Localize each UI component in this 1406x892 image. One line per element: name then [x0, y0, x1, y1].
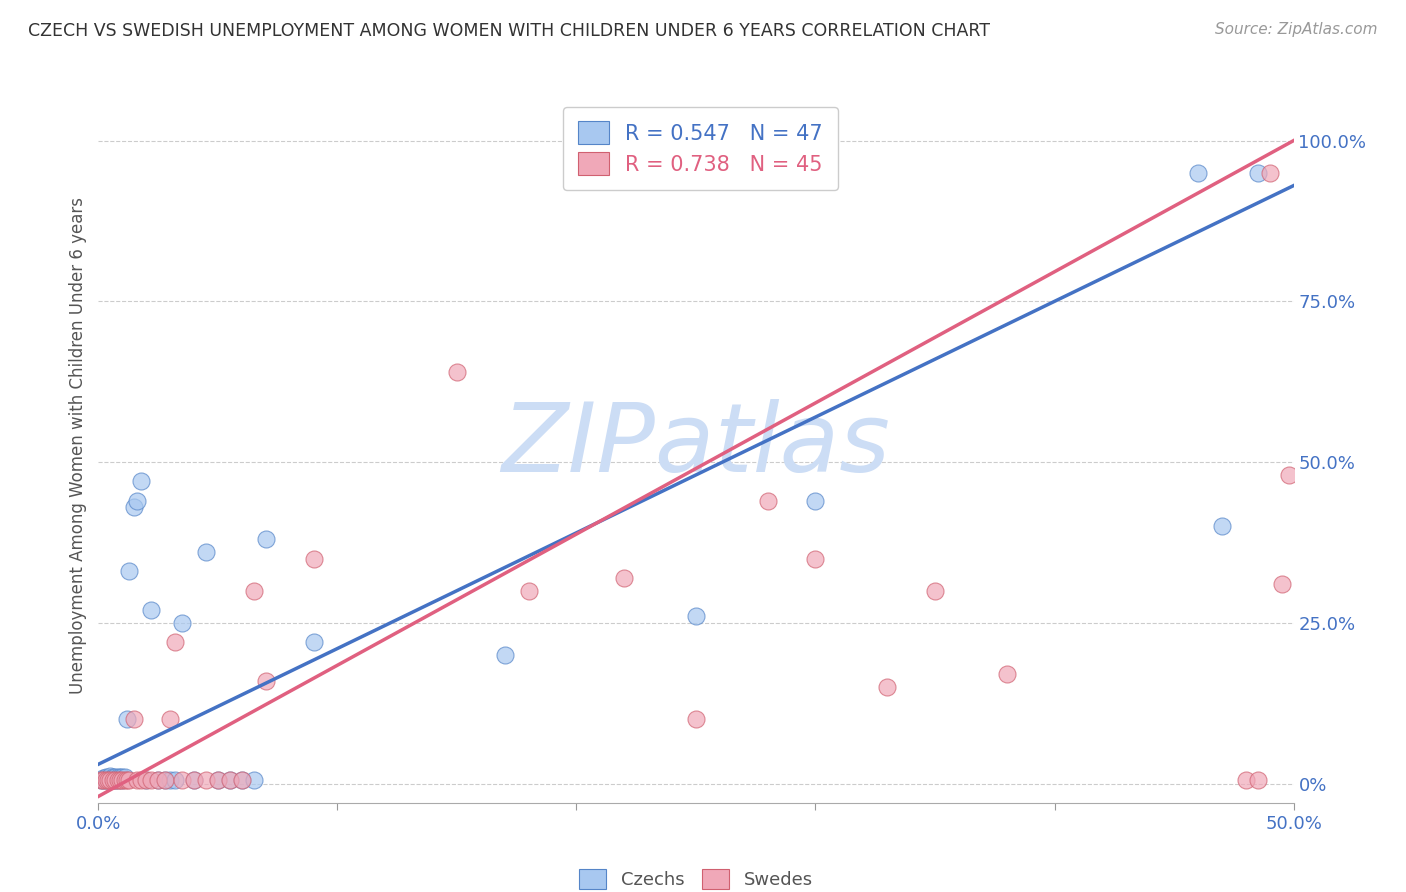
Point	[97, 773, 120, 788]
Point	[876, 680, 898, 694]
Point	[139, 773, 162, 788]
Point	[254, 673, 277, 688]
Point	[302, 551, 325, 566]
Point	[924, 583, 946, 598]
Point	[94, 772, 117, 786]
Point	[90, 773, 112, 788]
Point	[94, 770, 117, 784]
Point	[115, 773, 138, 788]
Point	[219, 773, 242, 788]
Point	[135, 773, 157, 788]
Text: CZECH VS SWEDISH UNEMPLOYMENT AMONG WOMEN WITH CHILDREN UNDER 6 YEARS CORRELATIO: CZECH VS SWEDISH UNEMPLOYMENT AMONG WOME…	[28, 22, 990, 40]
Point	[219, 773, 242, 788]
Point	[207, 773, 229, 788]
Point	[124, 712, 146, 726]
Point	[98, 773, 122, 788]
Point	[243, 583, 266, 598]
Point	[94, 773, 117, 788]
Point	[159, 712, 181, 726]
Point	[494, 648, 516, 662]
Point	[124, 500, 146, 514]
Point	[159, 773, 181, 788]
Point	[1247, 773, 1270, 788]
Text: Source: ZipAtlas.com: Source: ZipAtlas.com	[1215, 22, 1378, 37]
Point	[115, 712, 138, 726]
Point	[148, 773, 170, 788]
Point	[118, 773, 141, 788]
Point	[111, 773, 134, 788]
Point	[91, 773, 114, 788]
Point	[104, 773, 127, 788]
Point	[995, 667, 1018, 681]
Point	[231, 773, 253, 788]
Point	[104, 770, 127, 784]
Point	[97, 773, 120, 788]
Point	[104, 773, 127, 788]
Point	[107, 773, 129, 788]
Point	[172, 773, 194, 788]
Point	[94, 773, 117, 788]
Point	[1247, 166, 1270, 180]
Point	[111, 773, 134, 788]
Point	[98, 773, 122, 788]
Point	[114, 770, 136, 784]
Point	[183, 773, 205, 788]
Point	[101, 770, 124, 784]
Point	[155, 773, 177, 788]
Point	[207, 773, 229, 788]
Point	[155, 773, 177, 788]
Point	[685, 712, 707, 726]
Point	[183, 773, 205, 788]
Point	[517, 583, 540, 598]
Point	[302, 635, 325, 649]
Point	[118, 565, 141, 579]
Point	[1211, 519, 1233, 533]
Point	[1278, 467, 1301, 482]
Point	[107, 773, 129, 788]
Point	[91, 772, 114, 786]
Point	[613, 571, 636, 585]
Point	[101, 773, 124, 788]
Point	[125, 773, 148, 788]
Point	[91, 773, 114, 788]
Point	[90, 773, 112, 788]
Point	[148, 773, 170, 788]
Text: ZIPatlas: ZIPatlas	[502, 400, 890, 492]
Point	[1258, 166, 1281, 180]
Point	[131, 773, 153, 788]
Point	[131, 475, 153, 489]
Point	[163, 773, 186, 788]
Point	[231, 773, 253, 788]
Point	[114, 773, 136, 788]
Point	[98, 769, 122, 783]
Point	[195, 773, 218, 788]
Point	[804, 551, 827, 566]
Point	[804, 493, 827, 508]
Point	[107, 770, 129, 784]
Point	[254, 533, 277, 547]
Point	[139, 603, 162, 617]
Point	[195, 545, 218, 559]
Point	[111, 770, 134, 784]
Point	[108, 773, 131, 788]
Point	[98, 772, 122, 786]
Point	[243, 773, 266, 788]
Point	[101, 773, 124, 788]
Point	[1234, 773, 1257, 788]
Y-axis label: Unemployment Among Women with Children Under 6 years: Unemployment Among Women with Children U…	[69, 197, 87, 695]
Point	[1271, 577, 1294, 591]
Point	[446, 365, 468, 379]
Point	[685, 609, 707, 624]
Point	[108, 770, 131, 784]
Point	[97, 772, 120, 786]
Point	[756, 493, 779, 508]
Point	[125, 493, 148, 508]
Point	[135, 773, 157, 788]
Point	[1187, 166, 1209, 180]
Point	[163, 635, 186, 649]
Legend: Czechs, Swedes: Czechs, Swedes	[572, 862, 820, 892]
Point	[172, 615, 194, 630]
